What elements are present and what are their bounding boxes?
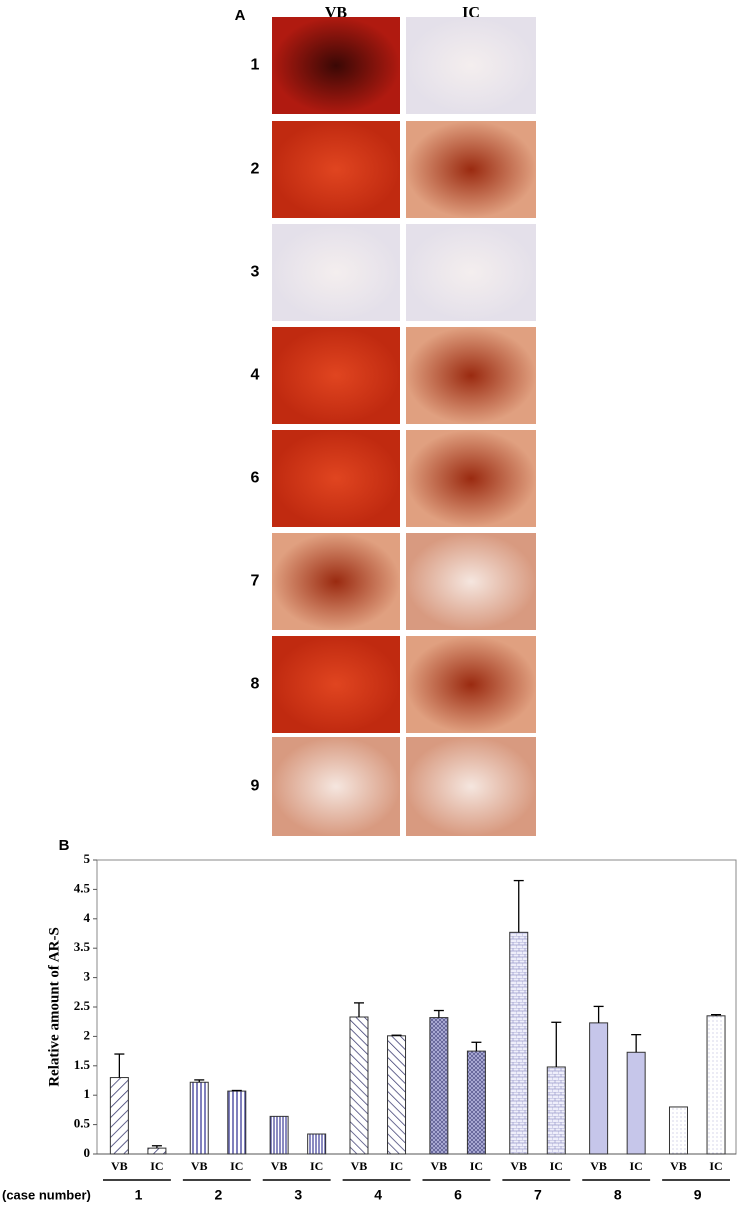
- row-label: 6: [251, 470, 260, 487]
- y-tick-label: 3.5: [74, 939, 91, 954]
- micrograph: [272, 737, 400, 836]
- error-bar: [631, 1033, 642, 1053]
- bar: [429, 1017, 449, 1155]
- micrograph: [406, 737, 536, 836]
- y-axis-label: Relative amount of AR-S: [46, 927, 62, 1087]
- micrograph: [272, 533, 400, 630]
- error-bar: [194, 1079, 205, 1083]
- bar: [589, 1022, 609, 1155]
- error-bar: [353, 1002, 364, 1017]
- y-tick-label: 2: [84, 1027, 91, 1042]
- group-label: 7: [534, 1187, 542, 1203]
- group-label: 8: [614, 1187, 622, 1203]
- error-bar: [551, 1021, 562, 1067]
- micrograph: [406, 636, 536, 733]
- x-tick-label: VB: [670, 1159, 687, 1173]
- x-tick-label: IC: [390, 1159, 403, 1173]
- bar: [349, 1016, 369, 1155]
- bar: [307, 1133, 327, 1155]
- bar: [109, 1077, 129, 1155]
- micrograph: [272, 121, 400, 218]
- error-bar: [471, 1041, 482, 1052]
- x-tick-label: VB: [111, 1159, 128, 1173]
- error-bar: [114, 1053, 125, 1078]
- x-tick-label: VB: [191, 1159, 208, 1173]
- row-label: 1: [251, 57, 260, 74]
- y-tick-label: 4: [84, 910, 91, 925]
- y-tick-label: 3: [84, 969, 91, 984]
- error-bar: [433, 1009, 444, 1018]
- group-label: 6: [454, 1187, 462, 1203]
- bar: [269, 1115, 289, 1155]
- x-tick-label: IC: [709, 1159, 722, 1173]
- row-label: 3: [251, 264, 260, 281]
- y-tick-label: 5: [84, 851, 91, 866]
- x-tick-label: IC: [470, 1159, 483, 1173]
- y-tick-label: 0: [84, 1145, 91, 1160]
- micrograph: [272, 224, 400, 321]
- y-tick-label: 2.5: [74, 998, 91, 1013]
- bar: [387, 1035, 407, 1155]
- group-label: 9: [694, 1187, 702, 1203]
- bar: [706, 1015, 726, 1155]
- micrograph: [406, 430, 536, 527]
- bar: [466, 1050, 486, 1155]
- group-label: 1: [135, 1187, 143, 1203]
- x-tick-label: IC: [629, 1159, 642, 1173]
- x-tick-label: IC: [310, 1159, 323, 1173]
- group-label: 2: [215, 1187, 223, 1203]
- row-label: 9: [251, 778, 260, 795]
- bar: [147, 1147, 167, 1155]
- x-tick-label: IC: [150, 1159, 163, 1173]
- bar: [668, 1106, 688, 1155]
- x-tick-label: VB: [271, 1159, 288, 1173]
- micrograph: [406, 121, 536, 218]
- micrograph: [406, 327, 536, 424]
- row-label: 2: [251, 161, 260, 178]
- x-tick-label: VB: [590, 1159, 607, 1173]
- y-tick-label: 1.5: [74, 1057, 91, 1072]
- row-label: 8: [251, 676, 260, 693]
- bar: [626, 1051, 646, 1155]
- micrograph: [406, 533, 536, 630]
- row-label: 7: [251, 573, 260, 590]
- panel-b: B Relative amount of AR-S (case number) …: [2, 837, 737, 1203]
- error-bar: [391, 1034, 402, 1036]
- x-tick-label: VB: [351, 1159, 368, 1173]
- y-tick-label: 1: [84, 1086, 91, 1101]
- x-tick-label: IC: [550, 1159, 563, 1173]
- bar: [189, 1081, 209, 1155]
- bar: [546, 1066, 566, 1155]
- micrograph: [272, 430, 400, 527]
- error-bar: [151, 1145, 162, 1149]
- error-bar: [711, 1013, 722, 1016]
- x-axis-label: (case number): [2, 1187, 91, 1202]
- panel-label: A: [235, 7, 246, 24]
- error-bar: [231, 1089, 242, 1092]
- micrograph: [406, 224, 536, 321]
- x-tick-label: VB: [431, 1159, 448, 1173]
- micrograph: [272, 327, 400, 424]
- row-label: 4: [251, 367, 260, 384]
- y-tick-label: 0.5: [74, 1116, 91, 1131]
- group-label: 4: [374, 1187, 382, 1203]
- group-label: 3: [294, 1187, 302, 1203]
- panel-label: B: [59, 837, 70, 854]
- error-bar: [593, 1005, 604, 1023]
- micrograph: [406, 17, 536, 114]
- x-tick-label: IC: [230, 1159, 243, 1173]
- error-bar: [513, 879, 524, 933]
- micrograph: [272, 636, 400, 733]
- micrograph: [272, 17, 400, 114]
- bar: [227, 1090, 247, 1155]
- x-tick-label: VB: [510, 1159, 527, 1173]
- bar: [509, 931, 529, 1155]
- y-tick-label: 4.5: [74, 880, 91, 895]
